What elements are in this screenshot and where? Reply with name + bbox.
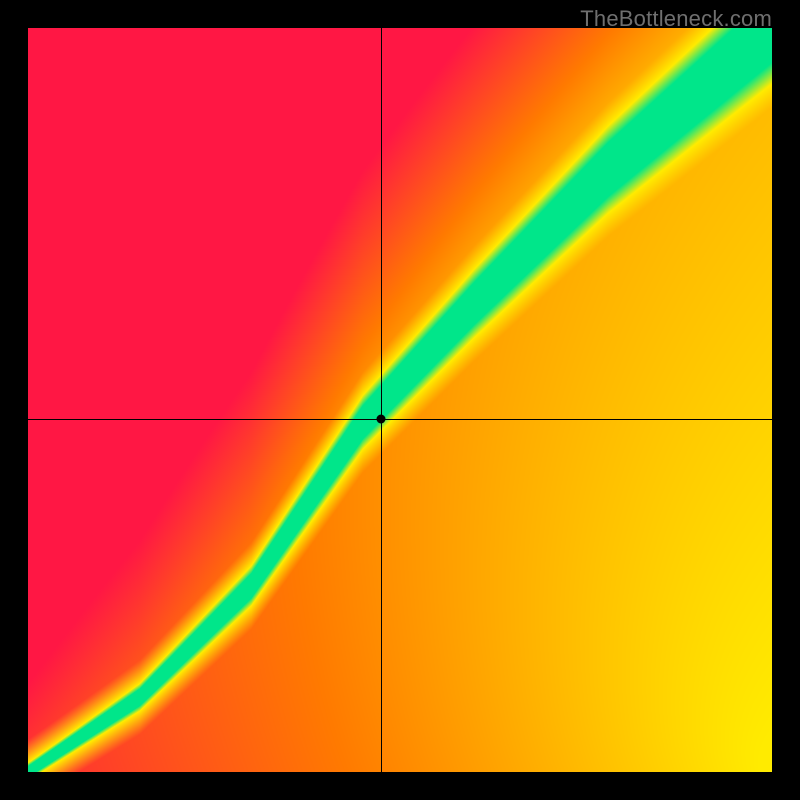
bottleneck-heatmap (28, 28, 772, 772)
plot-area (28, 28, 772, 772)
crosshair-point (377, 414, 386, 423)
crosshair-vertical (381, 28, 382, 772)
chart-frame: TheBottleneck.com (0, 0, 800, 800)
crosshair-horizontal (28, 419, 772, 420)
